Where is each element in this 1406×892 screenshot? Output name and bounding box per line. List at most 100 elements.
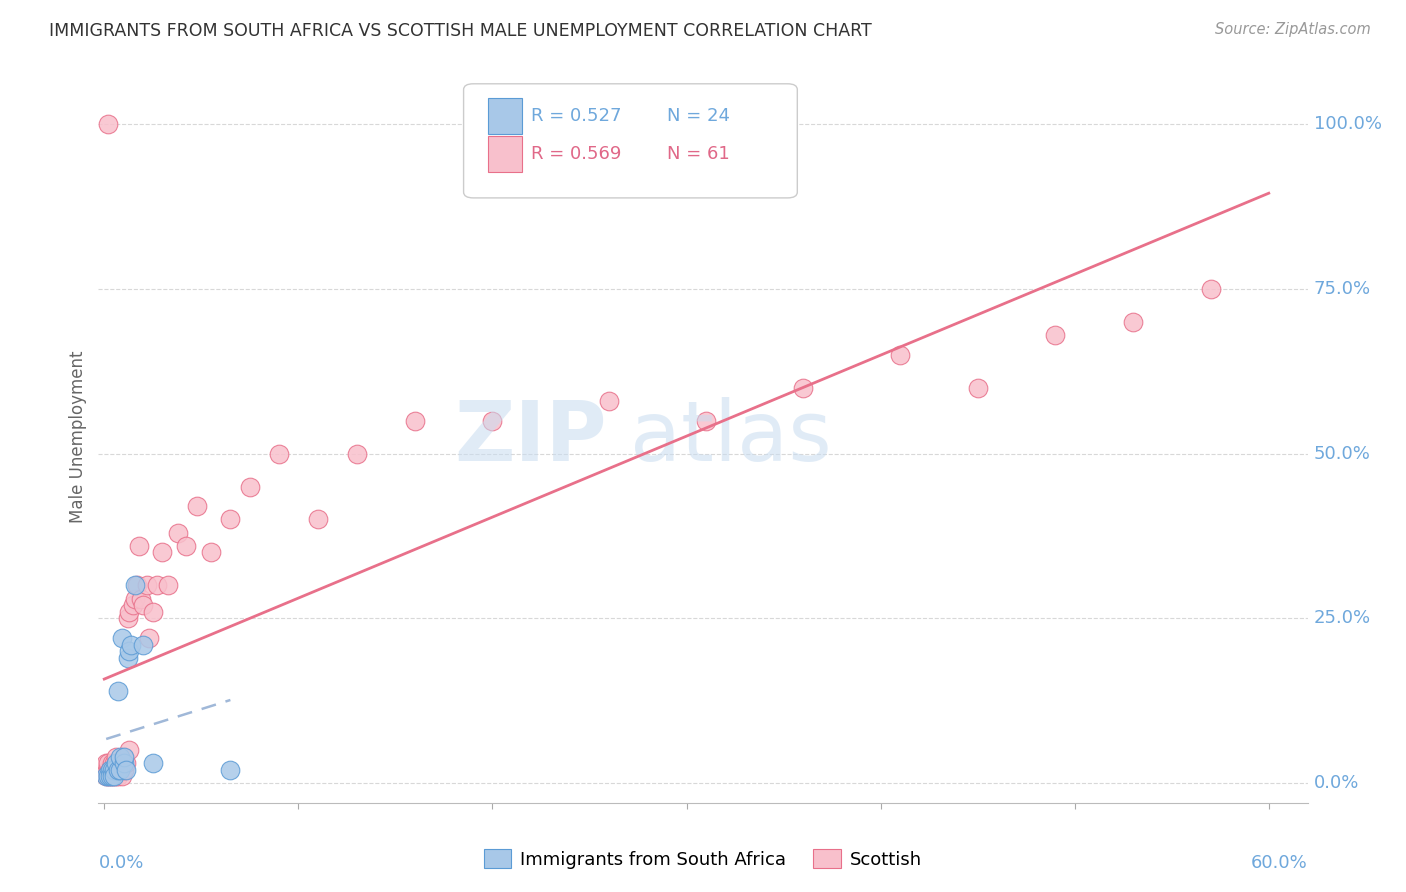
Point: [136, 578, 159, 592]
Point: [117, 650, 139, 665]
Point: [96, 769, 118, 783]
Point: [108, 763, 131, 777]
Point: [346, 446, 368, 460]
Point: [307, 512, 329, 526]
Point: [122, 598, 145, 612]
Point: [108, 756, 131, 771]
Point: [108, 749, 131, 764]
Point: [112, 749, 135, 764]
Point: [103, 763, 125, 777]
Point: [239, 479, 262, 493]
Point: [792, 381, 814, 395]
Point: [98, 763, 121, 777]
Point: [118, 605, 141, 619]
Point: [1122, 315, 1144, 329]
Point: [104, 756, 127, 771]
Point: [145, 578, 167, 592]
Point: [186, 500, 208, 514]
Point: [127, 578, 149, 592]
Text: Source: ZipAtlas.com: Source: ZipAtlas.com: [1215, 22, 1371, 37]
Point: [107, 769, 129, 783]
Point: [98, 769, 121, 783]
Legend: Immigrants from South Africa, Scottish: Immigrants from South Africa, Scottish: [477, 842, 929, 876]
Point: [97, 769, 120, 783]
Point: [98, 769, 121, 783]
Point: [96, 763, 118, 777]
Point: [96, 769, 118, 783]
Point: [142, 605, 165, 619]
Point: [104, 763, 127, 777]
Text: 0.0%: 0.0%: [1313, 774, 1360, 792]
Point: [104, 769, 127, 783]
Point: [112, 763, 135, 777]
Point: [118, 644, 141, 658]
Text: 50.0%: 50.0%: [1313, 444, 1371, 463]
Point: [142, 756, 165, 771]
Point: [889, 348, 911, 362]
Text: 0.0%: 0.0%: [98, 854, 143, 872]
Point: [112, 756, 135, 771]
Point: [129, 591, 152, 606]
Point: [114, 763, 136, 777]
Point: [404, 414, 426, 428]
Point: [598, 393, 620, 408]
Text: IMMIGRANTS FROM SOUTH AFRICA VS SCOTTISH MALE UNEMPLOYMENT CORRELATION CHART: IMMIGRANTS FROM SOUTH AFRICA VS SCOTTISH…: [49, 22, 872, 40]
FancyBboxPatch shape: [464, 84, 797, 198]
Point: [219, 512, 242, 526]
Text: 25.0%: 25.0%: [1313, 609, 1371, 627]
Point: [128, 539, 150, 553]
Text: N = 24: N = 24: [666, 107, 730, 125]
Text: 60.0%: 60.0%: [1251, 854, 1308, 872]
Point: [103, 769, 125, 783]
Point: [107, 763, 129, 777]
Text: ZIP: ZIP: [454, 397, 606, 477]
Point: [97, 756, 120, 771]
Point: [101, 769, 124, 783]
Point: [200, 545, 222, 559]
Point: [117, 611, 139, 625]
Text: N = 61: N = 61: [666, 145, 730, 163]
Text: R = 0.527: R = 0.527: [531, 107, 621, 125]
Text: atlas: atlas: [630, 397, 832, 477]
Text: R = 0.569: R = 0.569: [531, 145, 621, 163]
Point: [103, 756, 125, 771]
Text: 100.0%: 100.0%: [1313, 115, 1382, 133]
Point: [108, 763, 131, 777]
Point: [132, 598, 155, 612]
Point: [695, 414, 717, 428]
Point: [114, 756, 136, 771]
Point: [157, 578, 180, 592]
Point: [101, 769, 124, 783]
Bar: [488, 98, 522, 134]
Point: [120, 638, 142, 652]
Bar: [488, 136, 522, 171]
Point: [107, 683, 129, 698]
Point: [111, 769, 134, 783]
Point: [267, 446, 290, 460]
Point: [1045, 327, 1067, 342]
Point: [219, 763, 242, 777]
Point: [174, 539, 197, 553]
Text: 75.0%: 75.0%: [1313, 280, 1371, 298]
Point: [111, 631, 134, 645]
Point: [124, 578, 146, 592]
Point: [103, 769, 125, 783]
Point: [97, 769, 120, 783]
Point: [152, 545, 174, 559]
Point: [101, 763, 124, 777]
Point: [124, 591, 146, 606]
Point: [167, 525, 190, 540]
Point: [98, 763, 121, 777]
Point: [966, 381, 988, 395]
Y-axis label: Male Unemployment: Male Unemployment: [69, 351, 87, 524]
Point: [101, 756, 124, 771]
Point: [118, 743, 141, 757]
Point: [104, 749, 127, 764]
Point: [103, 763, 125, 777]
Point: [98, 763, 121, 777]
Point: [138, 631, 160, 645]
Point: [97, 763, 120, 777]
Point: [1199, 282, 1222, 296]
Point: [96, 756, 118, 771]
Point: [107, 763, 129, 777]
